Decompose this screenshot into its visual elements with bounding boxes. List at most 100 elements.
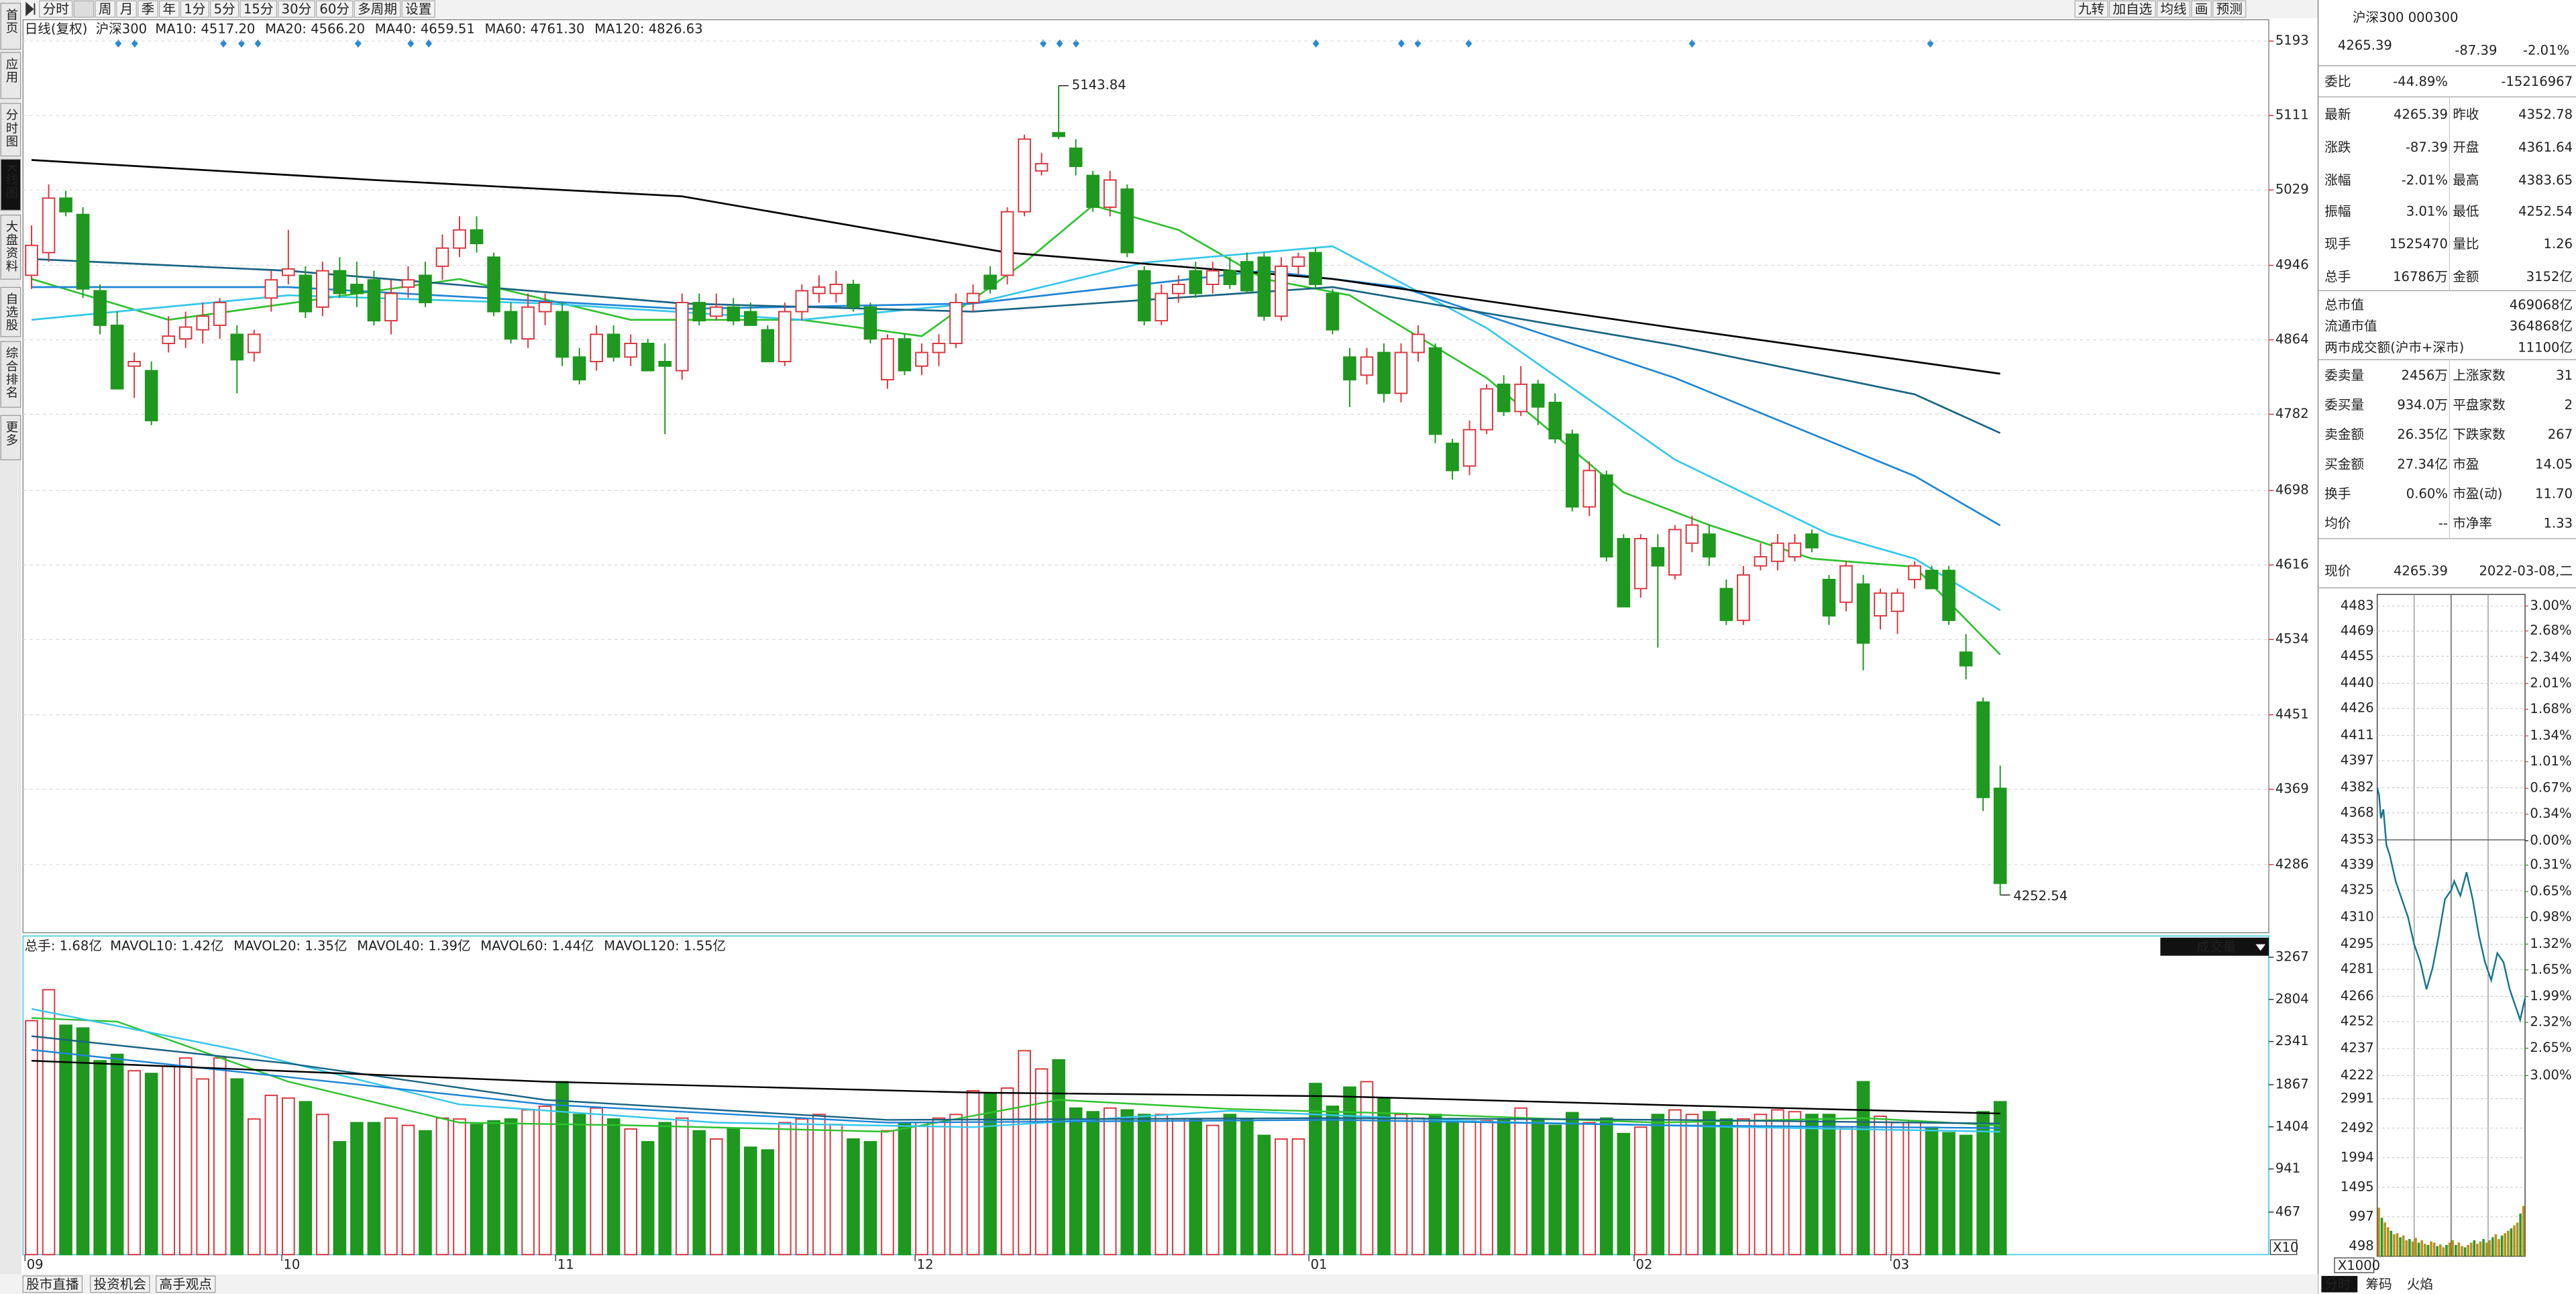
bottom-tab-frame[interactable] — [22, 1275, 83, 1293]
toolbar-button[interactable]: 60分 — [319, 1, 350, 17]
toolbar-button[interactable]: 画 — [2195, 1, 2208, 17]
side-tab-label[interactable]: 分时图 — [4, 109, 18, 148]
volume-bar — [1548, 1124, 1562, 1256]
toolbar-button[interactable]: 周 — [99, 1, 112, 17]
field-value: 11100亿 — [2518, 339, 2573, 355]
y-tick-label: 4483 — [2341, 598, 2374, 613]
y-tick-label: 1495 — [2341, 1179, 2374, 1194]
side-tab-label[interactable]: 首页 — [4, 8, 18, 34]
toolbar-button-frame[interactable] — [239, 0, 277, 18]
field-label: 下跌家数 — [2453, 427, 2506, 442]
toolbar-button-frame[interactable] — [95, 0, 116, 18]
bottom-tab-frame[interactable] — [156, 1275, 216, 1293]
toolbar-button[interactable]: 多周期 — [358, 1, 397, 17]
candle-body — [178, 326, 193, 340]
volume-bar — [110, 1053, 124, 1256]
event-marker[interactable] — [1414, 39, 1421, 48]
extreme-label: 5143.84 — [1072, 77, 1126, 93]
event-marker[interactable] — [1398, 39, 1405, 48]
volume-bar — [213, 1057, 227, 1256]
side-tab[interactable] — [0, 286, 21, 337]
toolbar-button[interactable]: 季 — [142, 1, 155, 17]
candle-body — [1908, 565, 1921, 580]
toolbar-button-frame[interactable] — [73, 0, 95, 18]
volume-bar — [1394, 1114, 1408, 1256]
volume-bar — [829, 1124, 843, 1256]
volume-bar — [76, 1027, 90, 1256]
toolbar-icon[interactable] — [25, 1, 36, 17]
candle-body — [881, 338, 894, 381]
dropdown-arrow[interactable] — [2255, 944, 2266, 951]
side-tab-label[interactable]: K线图 — [4, 164, 18, 199]
side-tab[interactable] — [0, 103, 21, 157]
intraday-volume-bar — [2417, 1242, 2420, 1256]
toolbar-button-frame[interactable] — [278, 0, 315, 18]
volume-bar — [1856, 1081, 1870, 1256]
side-tab-label[interactable]: 更多 — [4, 421, 18, 447]
toolbar-button[interactable]: 1分 — [184, 1, 205, 17]
toolbar-button-frame[interactable] — [401, 0, 435, 18]
intraday-volume-bar — [2473, 1240, 2476, 1256]
toolbar-button-frame[interactable] — [210, 0, 239, 18]
toolbar-button-frame[interactable] — [39, 0, 73, 18]
toolbar-button-frame[interactable] — [180, 0, 209, 18]
volume-selector-label[interactable]: 成交量 — [2196, 939, 2236, 955]
intraday-volume-bar — [2377, 1207, 2380, 1256]
panel-tab[interactable]: 分时 — [2324, 1277, 2351, 1292]
side-tab[interactable] — [0, 415, 21, 461]
toolbar-button[interactable]: 分时 — [43, 1, 69, 17]
toolbar-button[interactable]: 预测 — [2216, 1, 2243, 17]
side-tab-label[interactable]: 综合排名 — [4, 347, 18, 399]
panel-tab[interactable]: 火焰 — [2407, 1277, 2433, 1292]
bottom-tab[interactable]: 高手观点 — [160, 1277, 212, 1292]
panel-tab-bg[interactable] — [2321, 1276, 2358, 1293]
candle-body — [624, 342, 637, 358]
bottom-tab[interactable]: 投资机会 — [94, 1277, 146, 1292]
volume-bar — [1206, 1124, 1220, 1256]
toolbar-button-frame[interactable] — [2156, 0, 2191, 18]
candle-body — [162, 335, 175, 344]
side-tab[interactable] — [0, 215, 21, 280]
toolbar-button-frame[interactable] — [354, 0, 401, 18]
intraday-volume-bar — [2485, 1242, 2488, 1256]
toolbar-button[interactable]: 加自选 — [2112, 1, 2152, 17]
candle-body — [1377, 352, 1391, 394]
toolbar-button-frame[interactable] — [158, 0, 180, 18]
volume-selector[interactable] — [2160, 937, 2269, 956]
side-tab[interactable] — [0, 3, 21, 50]
side-tab-label[interactable]: 应用 — [4, 58, 18, 84]
side-tab[interactable] — [0, 341, 21, 408]
toolbar-button[interactable]: 年 — [162, 1, 176, 17]
toolbar-button[interactable]: 均线 — [2160, 1, 2186, 17]
y-tick-label: 4440 — [2341, 675, 2374, 690]
toolbar-button[interactable]: 30分 — [282, 1, 312, 17]
side-tab-label[interactable]: 自选股 — [4, 292, 18, 332]
toolbar-button[interactable]: 15分 — [244, 1, 274, 17]
field-value: 934.0万 — [2397, 397, 2448, 413]
toolbar-button-frame[interactable] — [138, 0, 158, 18]
ma-line — [31, 1035, 2000, 1125]
toolbar-button-frame[interactable] — [2212, 0, 2247, 18]
side-tab-label[interactable]: 大盘资料 — [4, 220, 18, 272]
panel-tab[interactable]: 筹码 — [2366, 1277, 2392, 1292]
bottom-tab-frame[interactable] — [90, 1275, 150, 1293]
toolbar-button[interactable]: 设置 — [405, 1, 431, 17]
toolbar-button-frame[interactable] — [315, 0, 354, 18]
toolbar-button-frame[interactable] — [2191, 0, 2212, 18]
toolbar-button[interactable]: 九转 — [2078, 1, 2104, 17]
toolbar-button[interactable]: 月 — [120, 1, 133, 17]
bottom-tab[interactable]: 股市直播 — [26, 1277, 79, 1292]
toolbar-button[interactable]: 5分 — [214, 1, 235, 17]
intraday-volume-bar — [2491, 1237, 2494, 1256]
extreme-label: 4252.54 — [2013, 888, 2068, 904]
toolbar-button-frame[interactable] — [2108, 0, 2156, 18]
field-value: 0.60% — [2406, 486, 2448, 501]
field-value: 364868亿 — [2510, 319, 2573, 334]
toolbar-button-frame[interactable] — [116, 0, 137, 18]
side-tab[interactable] — [0, 52, 21, 99]
field-value: -2.01% — [2402, 172, 2448, 188]
side-tab[interactable] — [0, 158, 21, 211]
candle-body — [966, 292, 980, 304]
toolbar-button-frame[interactable] — [2074, 0, 2108, 18]
